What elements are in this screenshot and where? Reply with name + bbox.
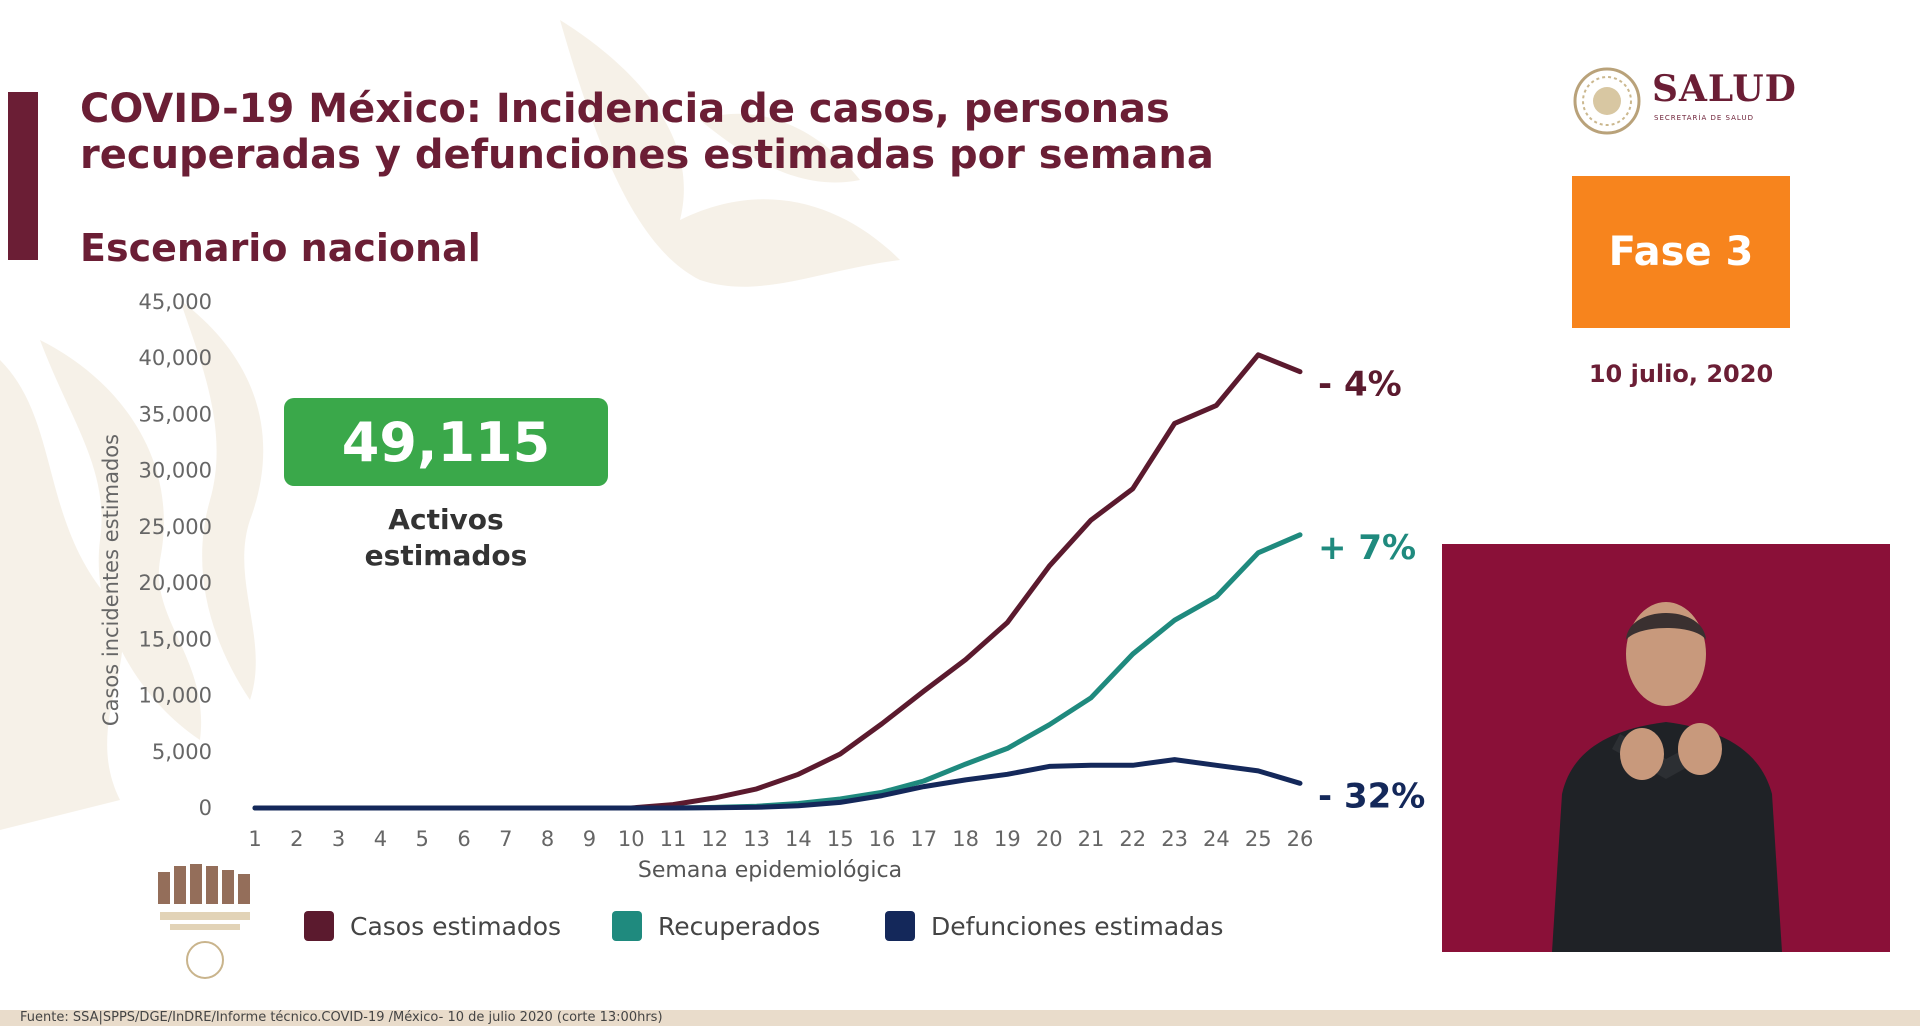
y-tick-label: 20,000 [139, 571, 212, 595]
phase-badge: Fase 3 [1572, 176, 1790, 328]
x-tick-label: 10 [618, 827, 645, 851]
x-tick-label: 5 [416, 827, 429, 851]
x-tick-label: 18 [952, 827, 979, 851]
legend-label: Recuperados [658, 912, 820, 941]
y-tick-label: 0 [199, 796, 212, 820]
x-tick-label: 24 [1203, 827, 1230, 851]
active-label-line-1: Activos [388, 503, 504, 536]
x-tick-label: 16 [869, 827, 896, 851]
y-tick-label: 35,000 [139, 402, 212, 426]
x-tick-label: 6 [457, 827, 470, 851]
report-date: 10 julio, 2020 [1588, 360, 1774, 388]
x-tick-label: 20 [1036, 827, 1063, 851]
y-tick-label: 10,000 [139, 684, 212, 708]
page-subtitle: Escenario nacional [80, 226, 481, 270]
x-tick-label: 7 [499, 827, 512, 851]
series-line-2 [252, 532, 1303, 811]
logo-wordmark: SALUD [1652, 68, 1797, 110]
y-tick-label: 15,000 [139, 627, 212, 651]
x-axis-label: Semana epidemiológica [638, 858, 902, 883]
title-line-2: recuperadas y defunciones estimadas por … [80, 132, 1214, 178]
x-tick-label: 22 [1119, 827, 1146, 851]
x-tick-label: 9 [583, 827, 596, 851]
title-line-1: COVID-19 México: Incidencia de casos, pe… [80, 86, 1170, 132]
interpreter-figure [1442, 544, 1890, 952]
logo-subtext: SECRETARÍA DE SALUD [1654, 114, 1754, 122]
decorative-logos [158, 864, 250, 979]
x-tick-label: 1 [248, 827, 261, 851]
x-tick-label: 11 [660, 827, 687, 851]
sign-language-interpreter [1442, 544, 1890, 952]
x-tick-label: 19 [994, 827, 1021, 851]
x-tick-label: 4 [374, 827, 387, 851]
x-tick-label: 23 [1161, 827, 1188, 851]
series-end-label: + 7% [1318, 528, 1416, 568]
y-axis-label: Casos incidentes estimados [99, 434, 123, 726]
legend-label: Casos estimados [350, 912, 561, 941]
x-tick-label: 14 [785, 827, 812, 851]
x-tick-label: 2 [290, 827, 303, 851]
page-title: COVID-19 México: Incidencia de casos, pe… [80, 86, 1260, 178]
accent-bar [8, 92, 38, 260]
active-cases-label: Activos estimados [284, 502, 608, 574]
chart-legend: Casos estimados Recuperados Defunciones es… [304, 911, 1223, 941]
x-tick-label: 3 [332, 827, 345, 851]
y-tick-label: 30,000 [139, 459, 212, 483]
y-axis: 0 5,000 10,000 15,000 20,000 25,000 30,000 35,0… [139, 290, 212, 820]
legend-swatch [885, 911, 915, 941]
series-end-labels: - 4% + 7% - 32% [1318, 365, 1425, 817]
legend-swatch [304, 911, 334, 941]
series-end-label: - 32% [1318, 776, 1425, 816]
x-tick-label: 15 [827, 827, 854, 851]
footer-source: Fuente: SSA|SPPS/DGE/InDRE/Informe técni… [0, 1010, 1920, 1026]
legend-swatch [612, 911, 642, 941]
x-tick-label: 8 [541, 827, 554, 851]
x-tick-label: 13 [743, 827, 770, 851]
y-tick-label: 25,000 [139, 515, 212, 539]
active-cases-value: 49,115 [284, 398, 608, 486]
active-label-line-2: estimados [364, 539, 528, 572]
x-tick-label: 25 [1245, 827, 1272, 851]
series-line-3 [252, 757, 1303, 811]
series-lines [252, 352, 1303, 811]
x-tick-label: 12 [701, 827, 728, 851]
x-tick-label: 21 [1078, 827, 1105, 851]
series-line-1 [252, 352, 1303, 811]
x-axis: 1 2 3 4 5 6 7 8 9 10 11 12 13 14 15 16 17 18 19 20 21 22 23 24 2… [248, 827, 1313, 851]
x-tick-label: 26 [1287, 827, 1314, 851]
seal-icon [186, 941, 224, 979]
y-tick-label: 5,000 [152, 740, 212, 764]
x-tick-label: 17 [910, 827, 937, 851]
series-end-label: - 4% [1318, 365, 1402, 405]
salud-logo: SALUD SECRETARÍA DE SALUD [1568, 64, 1808, 138]
y-tick-label: 40,000 [139, 346, 212, 370]
seal-icon [1573, 67, 1641, 135]
y-tick-label: 45,000 [139, 290, 212, 314]
legend-label: Defunciones estimadas [931, 912, 1223, 941]
